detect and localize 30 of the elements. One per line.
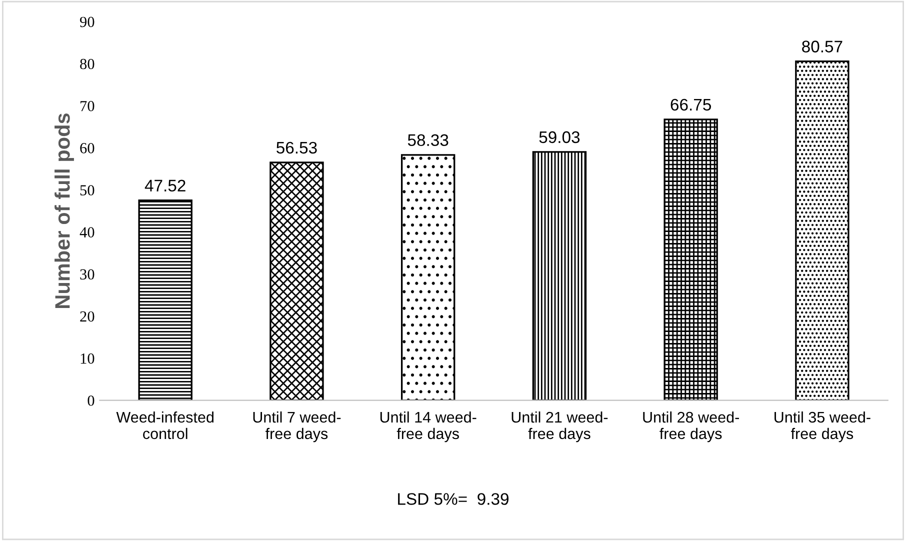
y-tick-label: 40 xyxy=(80,227,94,238)
bar xyxy=(532,151,587,400)
y-tick-label: 60 xyxy=(80,143,94,154)
bar xyxy=(400,154,456,400)
data-label: 56.53 xyxy=(276,142,317,154)
y-axis-title: Number of full pods xyxy=(54,113,74,308)
x-tick-label: Until 21 weed- free days xyxy=(512,411,608,442)
data-label: 66.75 xyxy=(670,98,711,111)
bar xyxy=(795,60,850,400)
y-tick-label: 90 xyxy=(80,16,94,28)
text: LSD 5%= 9.39 xyxy=(398,493,508,505)
x-tick-label: Weed-infested control xyxy=(116,411,214,440)
y-tick-label: 50 xyxy=(80,185,94,196)
y-tick-label: 30 xyxy=(80,269,94,280)
x-tick-label: Until 7 weed- free days xyxy=(253,411,341,442)
data-label: 47.52 xyxy=(144,180,186,192)
bar xyxy=(138,200,192,400)
y-tick-label: 20 xyxy=(80,311,94,322)
x-tick-label: Until 28 weed- free days xyxy=(643,411,739,442)
y-tick-label: 10 xyxy=(80,353,94,364)
data-label: 80.57 xyxy=(802,40,842,52)
bar xyxy=(664,118,718,400)
y-tick-label: 80 xyxy=(80,58,94,70)
y-tick-label: 0 xyxy=(88,395,94,406)
bar xyxy=(270,162,324,400)
data-label: 58.33 xyxy=(408,134,448,146)
data-label: 59.03 xyxy=(539,131,580,144)
y-tick-label: 70 xyxy=(80,100,94,112)
x-tick-label: Until 35 weed- free days xyxy=(774,411,870,442)
x-tick-label: Until 14 weed- free days xyxy=(380,411,476,442)
